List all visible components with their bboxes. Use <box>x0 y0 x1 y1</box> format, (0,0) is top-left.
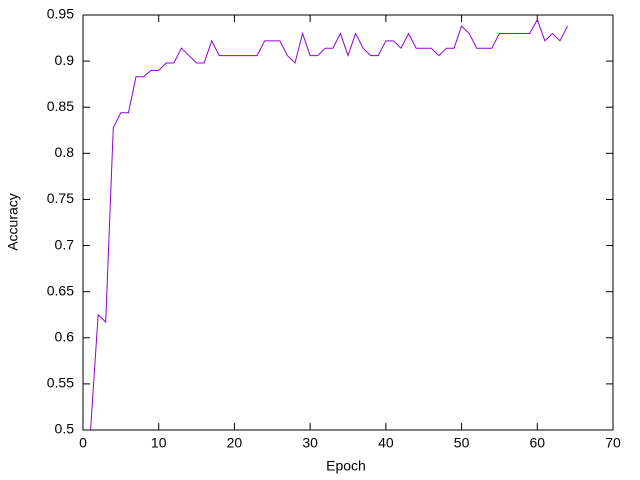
x-axis-label: Epoch <box>326 458 366 474</box>
x-tick-label: 50 <box>454 435 470 451</box>
data-line <box>90 18 569 431</box>
y-tick-label: 0.95 <box>47 6 74 22</box>
y-axis-label: Accuracy <box>5 193 21 251</box>
x-tick-label: 30 <box>302 435 318 451</box>
y-tick-label: 0.8 <box>55 144 75 160</box>
y-tick-label: 0.55 <box>47 375 74 391</box>
x-tick-label: 60 <box>529 435 545 451</box>
y-tick-label: 0.6 <box>55 328 75 344</box>
x-tick-label: 20 <box>227 435 243 451</box>
x-tick-label: 40 <box>378 435 394 451</box>
y-tick-label: 0.5 <box>55 421 75 437</box>
x-tick-label: 70 <box>605 435 621 451</box>
y-tick-label: 0.75 <box>47 190 74 206</box>
y-tick-label: 0.9 <box>55 52 75 68</box>
y-tick-label: 0.65 <box>47 282 74 298</box>
x-tick-label: 0 <box>79 435 87 451</box>
x-tick-label: 10 <box>151 435 167 451</box>
plot-border <box>82 14 614 431</box>
y-tick-label: 0.85 <box>47 98 74 114</box>
y-tick-label: 0.7 <box>55 236 75 252</box>
